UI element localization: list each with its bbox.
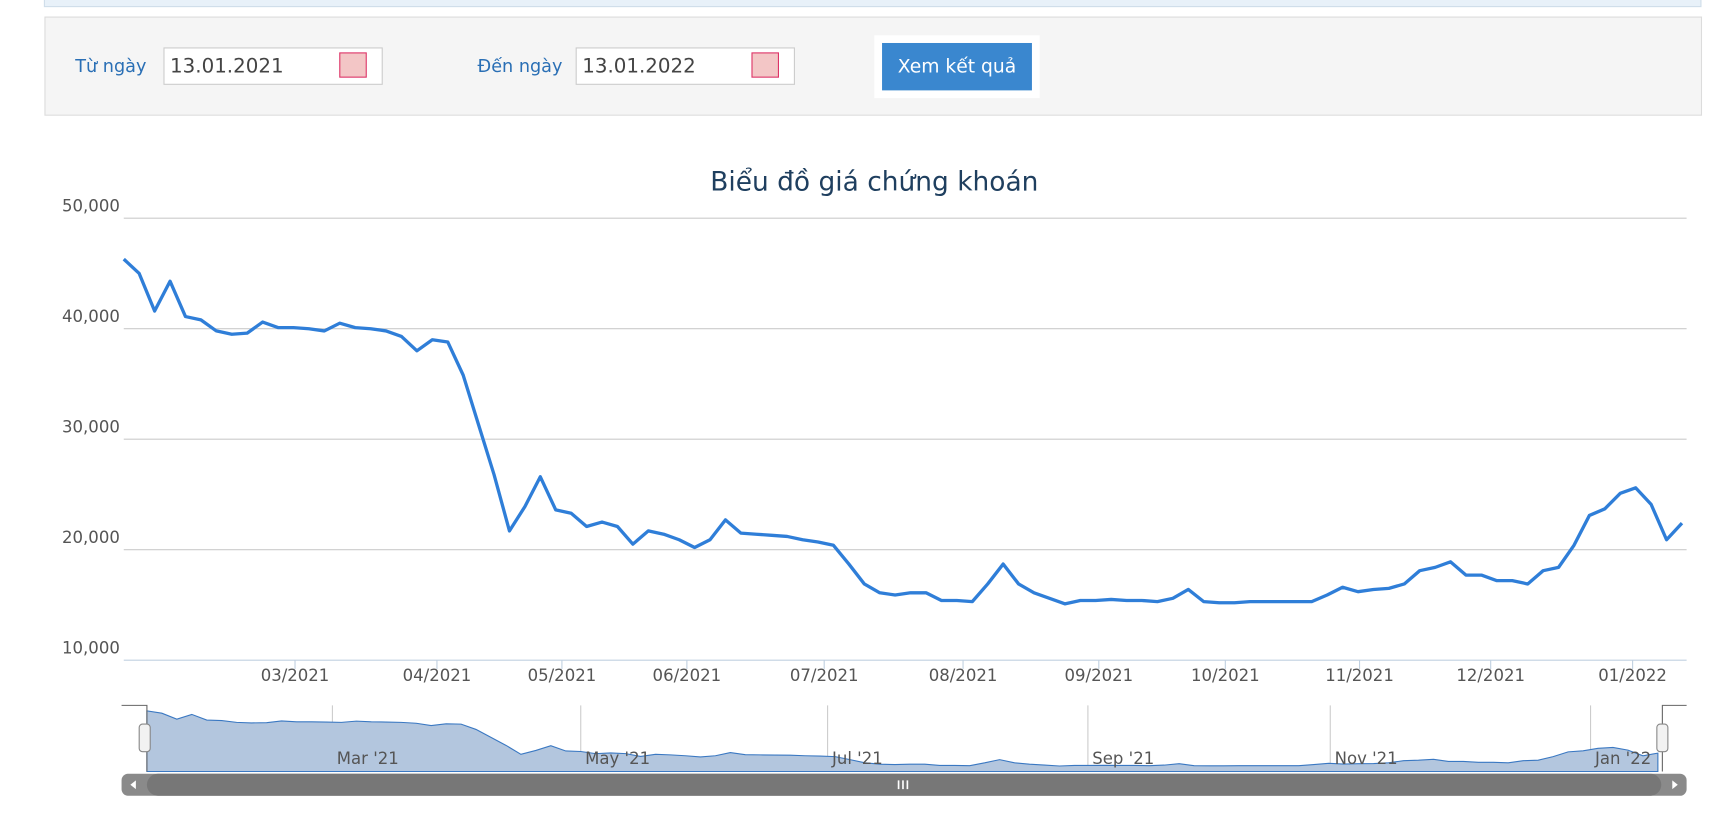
- calendar-icon[interactable]: [751, 52, 779, 78]
- navigator-label: Sep '21: [1092, 749, 1154, 768]
- x-tick-label: 06/2021: [653, 666, 722, 685]
- navigator-label: Nov '21: [1335, 749, 1398, 768]
- x-tick-label: 11/2021: [1325, 666, 1394, 685]
- scroll-right-arrow: [1672, 780, 1678, 790]
- chart: 10,000 20,000 30,000 40,000 50,000 03/2021 04/…: [62, 197, 1687, 796]
- from-value[interactable]: 13.01.2021: [170, 55, 284, 78]
- y-tick-label: 10,000: [62, 639, 120, 658]
- thumb-grip: [897, 780, 909, 790]
- x-tick-label: 01/2022: [1598, 666, 1667, 685]
- navigator-label: Mar '21: [337, 749, 399, 768]
- top-strip: [43, 0, 1702, 8]
- y-tick-label: 40,000: [62, 307, 120, 326]
- submit-label[interactable]: Xem kết quả: [898, 56, 1017, 78]
- y-tick-label: 20,000: [62, 528, 120, 547]
- to-value[interactable]: 13.01.2022: [582, 55, 696, 78]
- x-tick-label: 12/2021: [1456, 666, 1525, 685]
- scroll-left-arrow: [130, 780, 136, 790]
- navigator-label: Jan '22: [1594, 749, 1651, 768]
- x-tick-label: 07/2021: [790, 666, 859, 685]
- navigator-label: May '21: [585, 749, 650, 768]
- x-tick-label: 03/2021: [261, 666, 330, 685]
- y-tick-label: 50,000: [62, 197, 120, 216]
- calendar-icon[interactable]: [339, 52, 367, 78]
- scrollbar-thumb[interactable]: [146, 773, 1662, 796]
- submit-button[interactable]: [882, 42, 1032, 91]
- x-tick-label: 08/2021: [929, 666, 998, 685]
- to-input[interactable]: 13.01.2022: [575, 47, 795, 85]
- navigator-area: [146, 710, 1659, 773]
- navigator-handle[interactable]: [138, 723, 151, 753]
- y-tick-label: 30,000: [62, 418, 120, 437]
- x-tick-label: 10/2021: [1191, 666, 1260, 685]
- chart-title: Biểu đồ giá chứng khoán: [710, 166, 1038, 197]
- x-tick-label: 04/2021: [403, 666, 472, 685]
- price-line: [122, 257, 1684, 606]
- to-label: Đến ngày: [478, 56, 563, 77]
- from-label: Từ ngày: [74, 57, 146, 77]
- navigator-handle[interactable]: [1656, 723, 1669, 753]
- x-tick-label: 05/2021: [528, 666, 597, 685]
- from-input[interactable]: 13.01.2021: [163, 47, 383, 85]
- navigator-label: Jul '21: [831, 749, 883, 768]
- x-tick-label: 09/2021: [1064, 666, 1133, 685]
